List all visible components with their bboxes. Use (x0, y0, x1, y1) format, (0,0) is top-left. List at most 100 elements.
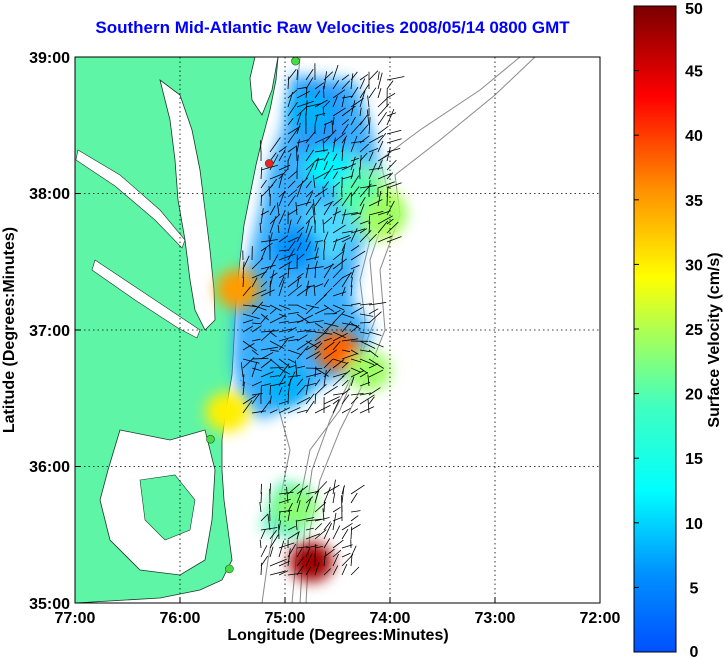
velocity-vector (386, 200, 395, 216)
velocity-vector (359, 114, 368, 126)
velocity-vector (269, 349, 279, 352)
velocity-vector (341, 272, 352, 288)
velocity-vector (278, 328, 293, 333)
velocity-vector (305, 241, 311, 252)
velocity-vector (367, 95, 370, 108)
velocity-vector (278, 168, 289, 180)
velocity-vector (377, 235, 393, 243)
velocity-vector (305, 496, 314, 504)
velocity-vector (350, 358, 362, 363)
velocity-vector (314, 114, 318, 126)
velocity-vector (332, 492, 336, 504)
velocity-vector (350, 324, 360, 333)
velocity-vector (305, 191, 313, 207)
velocity-vector (296, 272, 304, 279)
velocity-vector (341, 286, 346, 297)
velocity-vector (368, 311, 382, 324)
x-tick-label: 72:00 (580, 610, 621, 627)
velocity-vector (260, 555, 269, 567)
velocity-vector (242, 381, 245, 396)
velocity-vector (269, 530, 277, 540)
velocity-vector (377, 98, 388, 108)
velocity-vector (278, 149, 286, 162)
velocity-vector (269, 382, 286, 387)
velocity-vector (359, 196, 366, 207)
velocity-vector (278, 520, 281, 531)
velocity-vector (305, 393, 315, 405)
velocity-vector (350, 192, 352, 207)
map-title: Southern Mid-Atlantic Raw Velocities 200… (95, 18, 570, 37)
velocity-vector (296, 517, 315, 522)
velocity-vector (350, 393, 364, 396)
velocity-vector (278, 313, 287, 318)
velocity-vector (350, 556, 353, 567)
velocity-vector (260, 383, 271, 387)
velocity-vector (260, 242, 273, 252)
velocity-vector (278, 304, 291, 310)
velocity-vector (332, 506, 341, 513)
velocity-vector (386, 193, 388, 207)
velocity-vector (305, 68, 314, 81)
velocity-vector (350, 526, 353, 540)
velocity-vector (350, 396, 359, 405)
velocity-vector (323, 241, 326, 252)
velocity-vector (323, 548, 335, 558)
velocity-vector (332, 96, 338, 108)
velocity-vector (332, 358, 348, 364)
y-tick-label: 39:00 (29, 50, 70, 67)
velocity-vector (323, 337, 332, 342)
velocity-vector (278, 175, 283, 189)
velocity-vector (287, 208, 298, 216)
velocity-vector (322, 219, 325, 234)
velocity-vector (341, 209, 347, 225)
velocity-vector (332, 268, 343, 279)
velocity-vector (312, 175, 316, 189)
colorbar-tick-label: 35 (685, 193, 703, 210)
colorbar-gradient (633, 5, 677, 653)
velocity-vector (260, 527, 278, 531)
velocity-vector (260, 562, 263, 576)
velocity-vector (368, 387, 381, 396)
velocity-vector (296, 201, 312, 207)
velocity-vector (341, 192, 352, 207)
velocity-vector (260, 179, 267, 189)
velocity-vector (260, 330, 279, 333)
velocity-vector (322, 106, 325, 117)
colorbar-tick-label: 10 (685, 516, 703, 533)
velocity-vector (278, 386, 283, 396)
velocity-vector (313, 284, 316, 297)
velocity-vector (332, 80, 340, 90)
velocity-vector (350, 408, 359, 414)
velocity-vector (305, 220, 310, 234)
velocity-vector (260, 513, 269, 522)
velocity-vector (251, 338, 261, 342)
velocity-vector (305, 225, 313, 243)
velocity-vector (350, 264, 360, 270)
velocity-vector (359, 392, 372, 396)
velocity-vector (359, 107, 362, 117)
velocity-vector (296, 232, 303, 243)
velocity-vector (296, 365, 305, 369)
velocity-vector (269, 215, 277, 234)
velocity-vector (341, 522, 353, 531)
colorbar-tick-label: 30 (685, 257, 703, 274)
velocity-vector (260, 304, 271, 308)
velocity-vector (323, 385, 338, 396)
velocity-vector (242, 313, 260, 320)
velocity-vector (341, 486, 345, 504)
velocity-vector (377, 133, 387, 144)
velocity-vector (341, 135, 348, 144)
velocity-vector (323, 85, 325, 99)
velocity-vector (251, 325, 262, 333)
velocity-vector (359, 143, 370, 153)
colorbar: 0 5 10 15 20 25 30 35 40 45 50 Surface Velocity (c… (633, 1, 723, 659)
velocity-vector (296, 384, 306, 396)
velocity-vector (359, 74, 369, 81)
velocity-vectors (240, 63, 405, 576)
velocity-vector (323, 278, 330, 288)
velocity-vector (341, 552, 351, 558)
velocity-vector (314, 158, 319, 171)
velocity-vector (386, 108, 395, 126)
velocity-vector (323, 231, 329, 243)
velocity-vector (350, 370, 365, 378)
